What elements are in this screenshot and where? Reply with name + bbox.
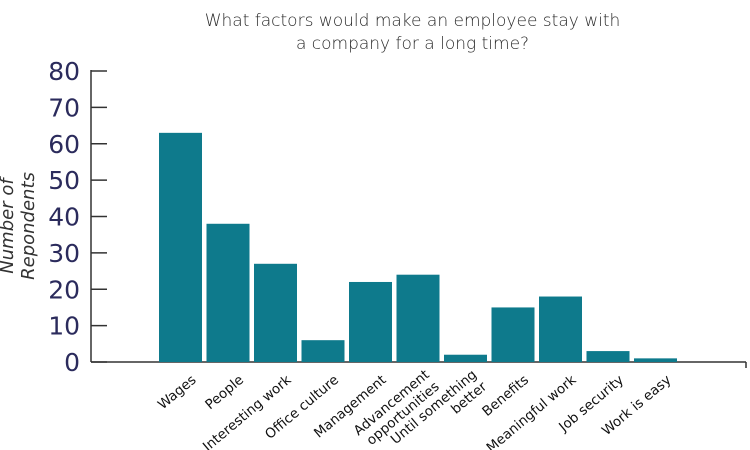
y-tick-label-70: 70: [48, 93, 80, 122]
bar-6: [444, 354, 487, 362]
y-tick-label-50: 50: [48, 166, 80, 195]
y-tick-label-0: 0: [64, 348, 80, 377]
bar-1: [206, 223, 250, 362]
bar-9: [586, 351, 630, 362]
x-tick-label-line: Wages: [155, 372, 200, 413]
bar-0: [159, 132, 202, 362]
bar-5: [396, 274, 440, 362]
chart-title-line-2: a company for a long time?: [295, 34, 530, 54]
x-tick-label-1: People: [202, 372, 247, 413]
y-tick-label-60: 60: [48, 130, 80, 159]
x-tick-label-0: Wages: [155, 372, 200, 413]
bar-10: [634, 358, 677, 362]
y-tick-label-40: 40: [48, 203, 80, 232]
bar-8: [539, 296, 582, 362]
x-tick-label-line: People: [202, 372, 247, 413]
bar-4: [349, 281, 392, 362]
y-tick-label-10: 10: [48, 312, 80, 341]
y-tick-label-30: 30: [48, 239, 80, 268]
chart-title-line-1: What factors would make an employee stay…: [204, 11, 621, 31]
bar-7: [491, 307, 535, 362]
bar-2: [254, 263, 297, 362]
y-tick-label-80: 80: [48, 57, 80, 86]
bar-3: [301, 340, 345, 362]
y-tick-label-20: 20: [48, 275, 80, 304]
